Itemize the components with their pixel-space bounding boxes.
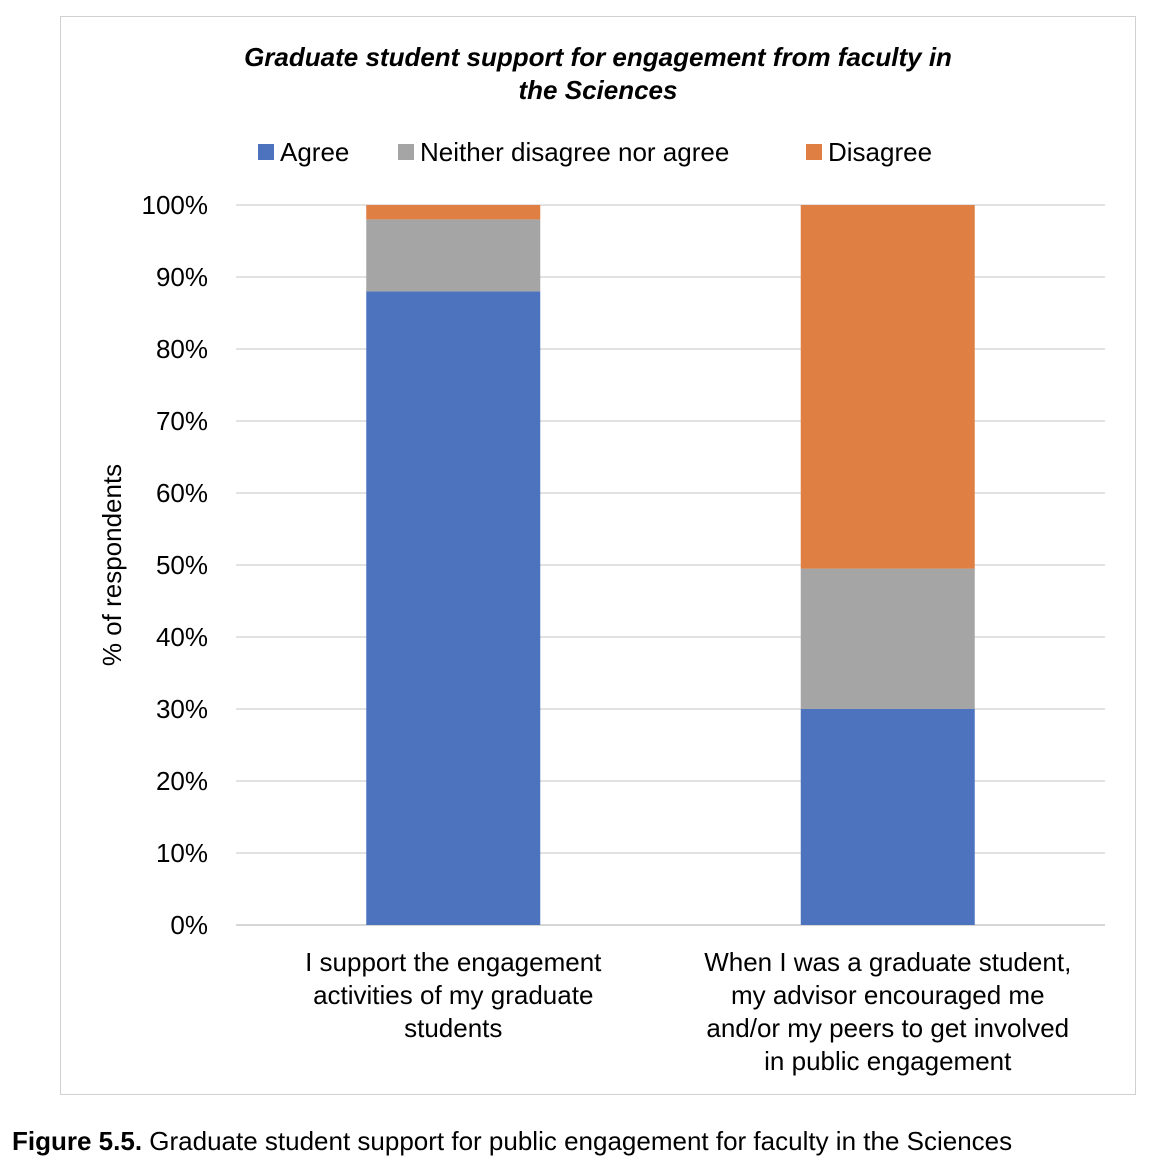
bar-2-disagree xyxy=(800,205,975,569)
y-tick-label-60pct: 60% xyxy=(156,478,208,508)
category-label-2-line-4: in public engagement xyxy=(764,1046,1012,1076)
y-tick-label-50pct: 50% xyxy=(156,550,208,580)
y-tick-label-70pct: 70% xyxy=(156,406,208,436)
figure-label: Figure 5.5. xyxy=(12,1126,143,1156)
y-tick-label-10pct: 10% xyxy=(156,838,208,868)
y-tick-label-30pct: 30% xyxy=(156,694,208,724)
legend-swatch-2 xyxy=(398,144,414,160)
figure-caption: Figure 5.5. Graduate student support for… xyxy=(12,1126,1012,1157)
category-label-1-line-3: students xyxy=(404,1013,502,1043)
figure-caption-text: Graduate student support for public enga… xyxy=(142,1126,1013,1156)
category-label-1-line-2: activities of my graduate xyxy=(313,980,593,1010)
category-label-1-line-1: I support the engagement xyxy=(305,947,602,977)
category-label-2-line-3: and/or my peers to get involved xyxy=(706,1013,1069,1043)
y-tick-label-90pct: 90% xyxy=(156,262,208,292)
legend-swatch-3 xyxy=(806,144,822,160)
y-tick-label-40pct: 40% xyxy=(156,622,208,652)
bar-1-neither-disagree-nor-agree xyxy=(366,219,541,292)
y-tick-label-100pct: 100% xyxy=(142,190,209,220)
y-tick-label-0pct: 0% xyxy=(170,910,208,940)
legend-label-2: Neither disagree nor agree xyxy=(420,137,729,167)
bar-1-disagree xyxy=(366,205,541,220)
category-label-2-line-1: When I was a graduate student, xyxy=(704,947,1071,977)
bar-1-agree xyxy=(366,291,541,925)
legend-label-3: Disagree xyxy=(828,137,932,167)
stacked-bar-chart: Graduate student support for engagement … xyxy=(97,42,1105,1076)
bar-2-neither-disagree-nor-agree xyxy=(800,568,975,709)
chart-frame xyxy=(60,16,1136,1095)
legend-swatch-1 xyxy=(258,144,274,160)
bar-2-agree xyxy=(800,709,975,925)
y-tick-label-20pct: 20% xyxy=(156,766,208,796)
legend-label-1: Agree xyxy=(280,137,349,167)
chart-title-line-1: Graduate student support for engagement … xyxy=(244,42,952,72)
y-axis-label: % of respondents xyxy=(97,464,127,666)
chart-title-line-2: the Sciences xyxy=(519,75,678,105)
y-tick-label-80pct: 80% xyxy=(156,334,208,364)
category-label-2-line-2: my advisor encouraged me xyxy=(731,980,1045,1010)
